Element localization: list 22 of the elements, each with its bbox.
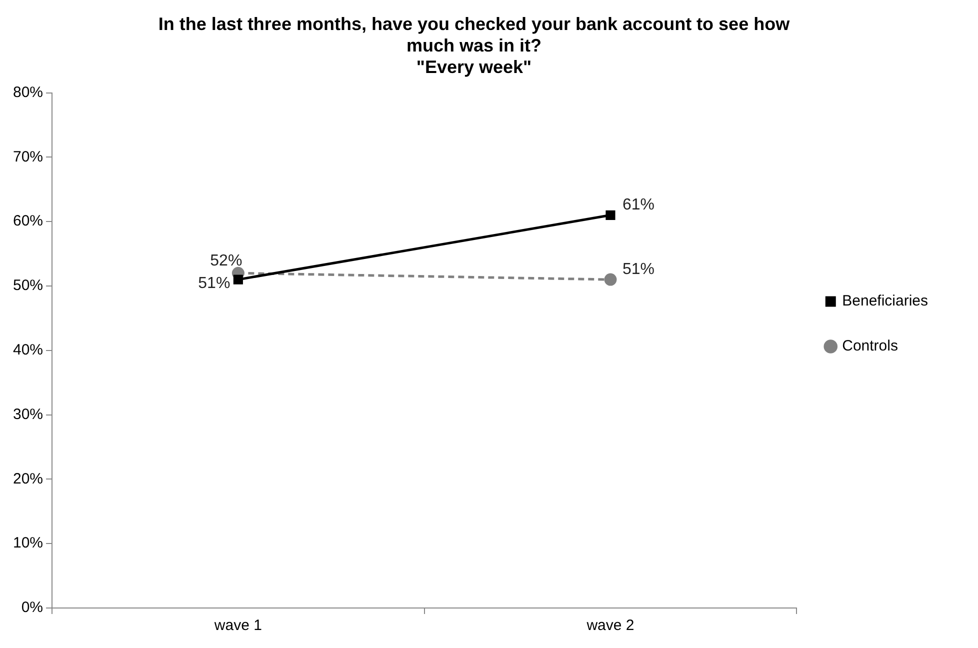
data-label: 51% bbox=[198, 274, 230, 292]
point bbox=[606, 210, 616, 220]
chart-subtitle: "Every week" bbox=[416, 56, 532, 77]
point bbox=[233, 274, 243, 284]
chart-title: In the last three months, have you checked your bank account to see how much was in it? bbox=[158, 14, 791, 56]
y-tick-label: 10% bbox=[12, 534, 44, 552]
y-tick-label: 0% bbox=[21, 599, 44, 616]
y-tick-label: 80% bbox=[12, 84, 44, 101]
y-tick-label: 30% bbox=[12, 406, 44, 423]
data-label: 51% bbox=[622, 260, 655, 278]
data-label: 61% bbox=[622, 196, 655, 214]
legend-label: Controls bbox=[842, 338, 898, 355]
legend-label: Beneficiaries bbox=[842, 292, 928, 310]
data-label: 52% bbox=[210, 252, 242, 270]
x-tick-label: wave 2 bbox=[586, 617, 634, 634]
y-tick-label: 70% bbox=[12, 148, 44, 166]
y-tick-label: 60% bbox=[12, 212, 44, 230]
y-tick-label: 20% bbox=[12, 470, 44, 488]
y-tick-label: 40% bbox=[12, 342, 44, 359]
point bbox=[604, 273, 617, 286]
y-tick-label: 50% bbox=[12, 277, 44, 294]
x-tick-label: wave 1 bbox=[213, 617, 262, 634]
